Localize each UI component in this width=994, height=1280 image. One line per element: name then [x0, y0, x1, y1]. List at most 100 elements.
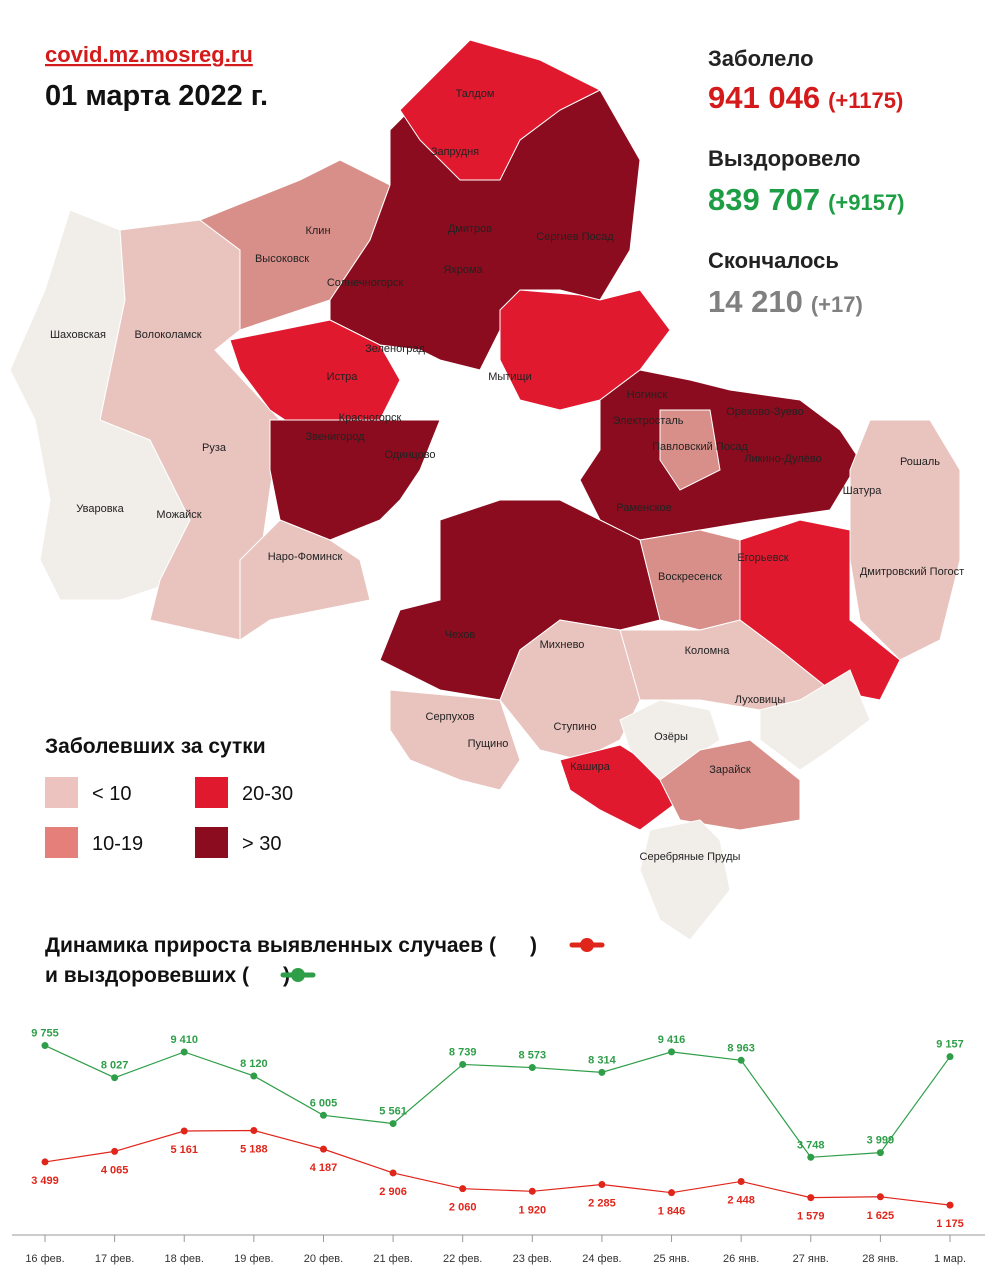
x-tick-label: 24 фев. — [582, 1253, 621, 1265]
stat-value: 14 210 (+17) — [708, 284, 863, 319]
x-tick-label: 22 фев. — [443, 1253, 482, 1265]
title-part: и выздоровевших ( — [45, 964, 249, 987]
data-label: 8 314 — [588, 1054, 616, 1066]
place-label: Сергиев Посад — [536, 231, 614, 243]
data-label: 5 188 — [240, 1144, 268, 1156]
data-point — [459, 1185, 467, 1193]
place-label: Павловский Посад — [652, 441, 748, 453]
title-part: ) — [530, 934, 537, 957]
stat-value: 839 707 (+9157) — [708, 182, 905, 217]
series-line — [44, 1045, 951, 1158]
legend-label: > 30 — [242, 833, 281, 855]
place-label: Шаховская — [50, 329, 106, 341]
data-label: 1 625 — [867, 1210, 895, 1222]
place-label: Луховицы — [735, 694, 786, 706]
place-label: Звенигород — [305, 431, 365, 443]
region — [269, 419, 441, 541]
place-label: Электросталь — [613, 415, 684, 427]
stat-delta: (+17) — [811, 292, 863, 317]
legend: < 10 10-19 20-30 > 30 — [45, 777, 293, 858]
place-label: Истра — [327, 371, 359, 383]
data-point — [737, 1177, 745, 1185]
data-point — [41, 1158, 49, 1166]
data-point — [111, 1147, 119, 1155]
place-label: Шатура — [843, 485, 883, 497]
data-point — [459, 1060, 467, 1068]
map — [9, 39, 961, 941]
place-label: Уваровка — [76, 503, 124, 515]
place-label: Высоковск — [255, 253, 309, 265]
place-label: Солнечногорск — [327, 277, 403, 289]
place-label: Волоколамск — [134, 329, 201, 341]
data-label: 9 157 — [936, 1039, 964, 1051]
x-tick-label: 28 янв. — [862, 1253, 898, 1265]
place-label: Запрудня — [431, 146, 479, 158]
data-label: 8 120 — [240, 1058, 268, 1070]
place-label: Серпухов — [426, 711, 475, 723]
x-tick-label: 16 фев. — [25, 1253, 64, 1265]
region — [499, 289, 671, 411]
place-label: Серебряные Пруды — [640, 851, 741, 863]
data-label: 8 739 — [449, 1046, 477, 1058]
place-label: Мытищи — [488, 371, 531, 383]
data-label: 3 748 — [797, 1139, 825, 1151]
data-point — [807, 1153, 815, 1161]
data-point — [668, 1048, 676, 1056]
line-chart: 16 фев. 17 фев. 18 фев. 19 фев. 20 фев. 21 фе… — [12, 1028, 985, 1265]
region — [499, 619, 641, 761]
stat-label: Заболело — [708, 46, 814, 71]
legend-label: 10-19 — [92, 833, 143, 855]
report-date: 01 марта 2022 г. — [45, 80, 268, 112]
legend-label: 20-30 — [242, 783, 293, 805]
stat-label: Скончалось — [708, 248, 839, 273]
place-label: Руза — [202, 442, 227, 454]
data-point — [41, 1042, 49, 1050]
x-tick-label: 25 янв. — [653, 1253, 689, 1265]
data-label: 9 755 — [31, 1028, 59, 1040]
stat-delta: (+1175) — [828, 88, 903, 113]
data-label: 1 579 — [797, 1211, 825, 1223]
data-label: 2 906 — [379, 1186, 407, 1198]
data-point — [180, 1127, 188, 1135]
place-label: Раменское — [616, 502, 672, 514]
x-tick-label: 18 фев. — [165, 1253, 204, 1265]
stat-label: Выздоровело — [708, 146, 861, 171]
place-label: Кашира — [570, 761, 611, 773]
place-label: Егорьевск — [737, 552, 788, 564]
data-label: 3 499 — [31, 1175, 59, 1187]
data-label: 1 846 — [658, 1206, 686, 1218]
data-point — [389, 1169, 397, 1177]
stat-number: 839 707 — [708, 182, 820, 217]
data-point — [598, 1180, 606, 1188]
place-labels: Талдом Запрудня Клин Высоковск Дмитров Сергие… — [50, 88, 964, 863]
data-label: 1 920 — [519, 1204, 547, 1216]
stat-number: 941 046 — [708, 80, 820, 115]
region — [639, 819, 731, 941]
data-label: 8 963 — [727, 1042, 755, 1054]
data-point — [876, 1149, 884, 1157]
legend-swatch — [45, 777, 78, 808]
data-point — [319, 1111, 327, 1119]
place-label: Зеленоград — [365, 343, 425, 355]
place-label: Михнево — [540, 639, 585, 651]
data-point — [389, 1120, 397, 1128]
data-point — [807, 1194, 815, 1202]
data-point — [737, 1056, 745, 1064]
data-point — [111, 1074, 119, 1082]
x-tick-label: 19 фев. — [234, 1253, 273, 1265]
stat-value: 941 046 (+1175) — [708, 80, 903, 115]
place-label: Воскресенск — [658, 571, 722, 583]
place-label: Клин — [305, 225, 330, 237]
data-point — [250, 1127, 258, 1135]
place-label: Дмитров — [448, 223, 492, 235]
x-tick-label: 20 фев. — [304, 1253, 343, 1265]
legend-key-marker — [291, 968, 305, 982]
stat-delta: (+9157) — [828, 190, 904, 215]
data-point — [319, 1145, 327, 1153]
stats: Заболело 941 046 (+1175) Выздоровело 839 … — [708, 46, 905, 319]
data-label: 8 027 — [101, 1060, 129, 1072]
series-line — [44, 1129, 951, 1206]
place-label: Чехов — [445, 629, 476, 641]
x-tick-label: 1 мар. — [934, 1253, 966, 1265]
